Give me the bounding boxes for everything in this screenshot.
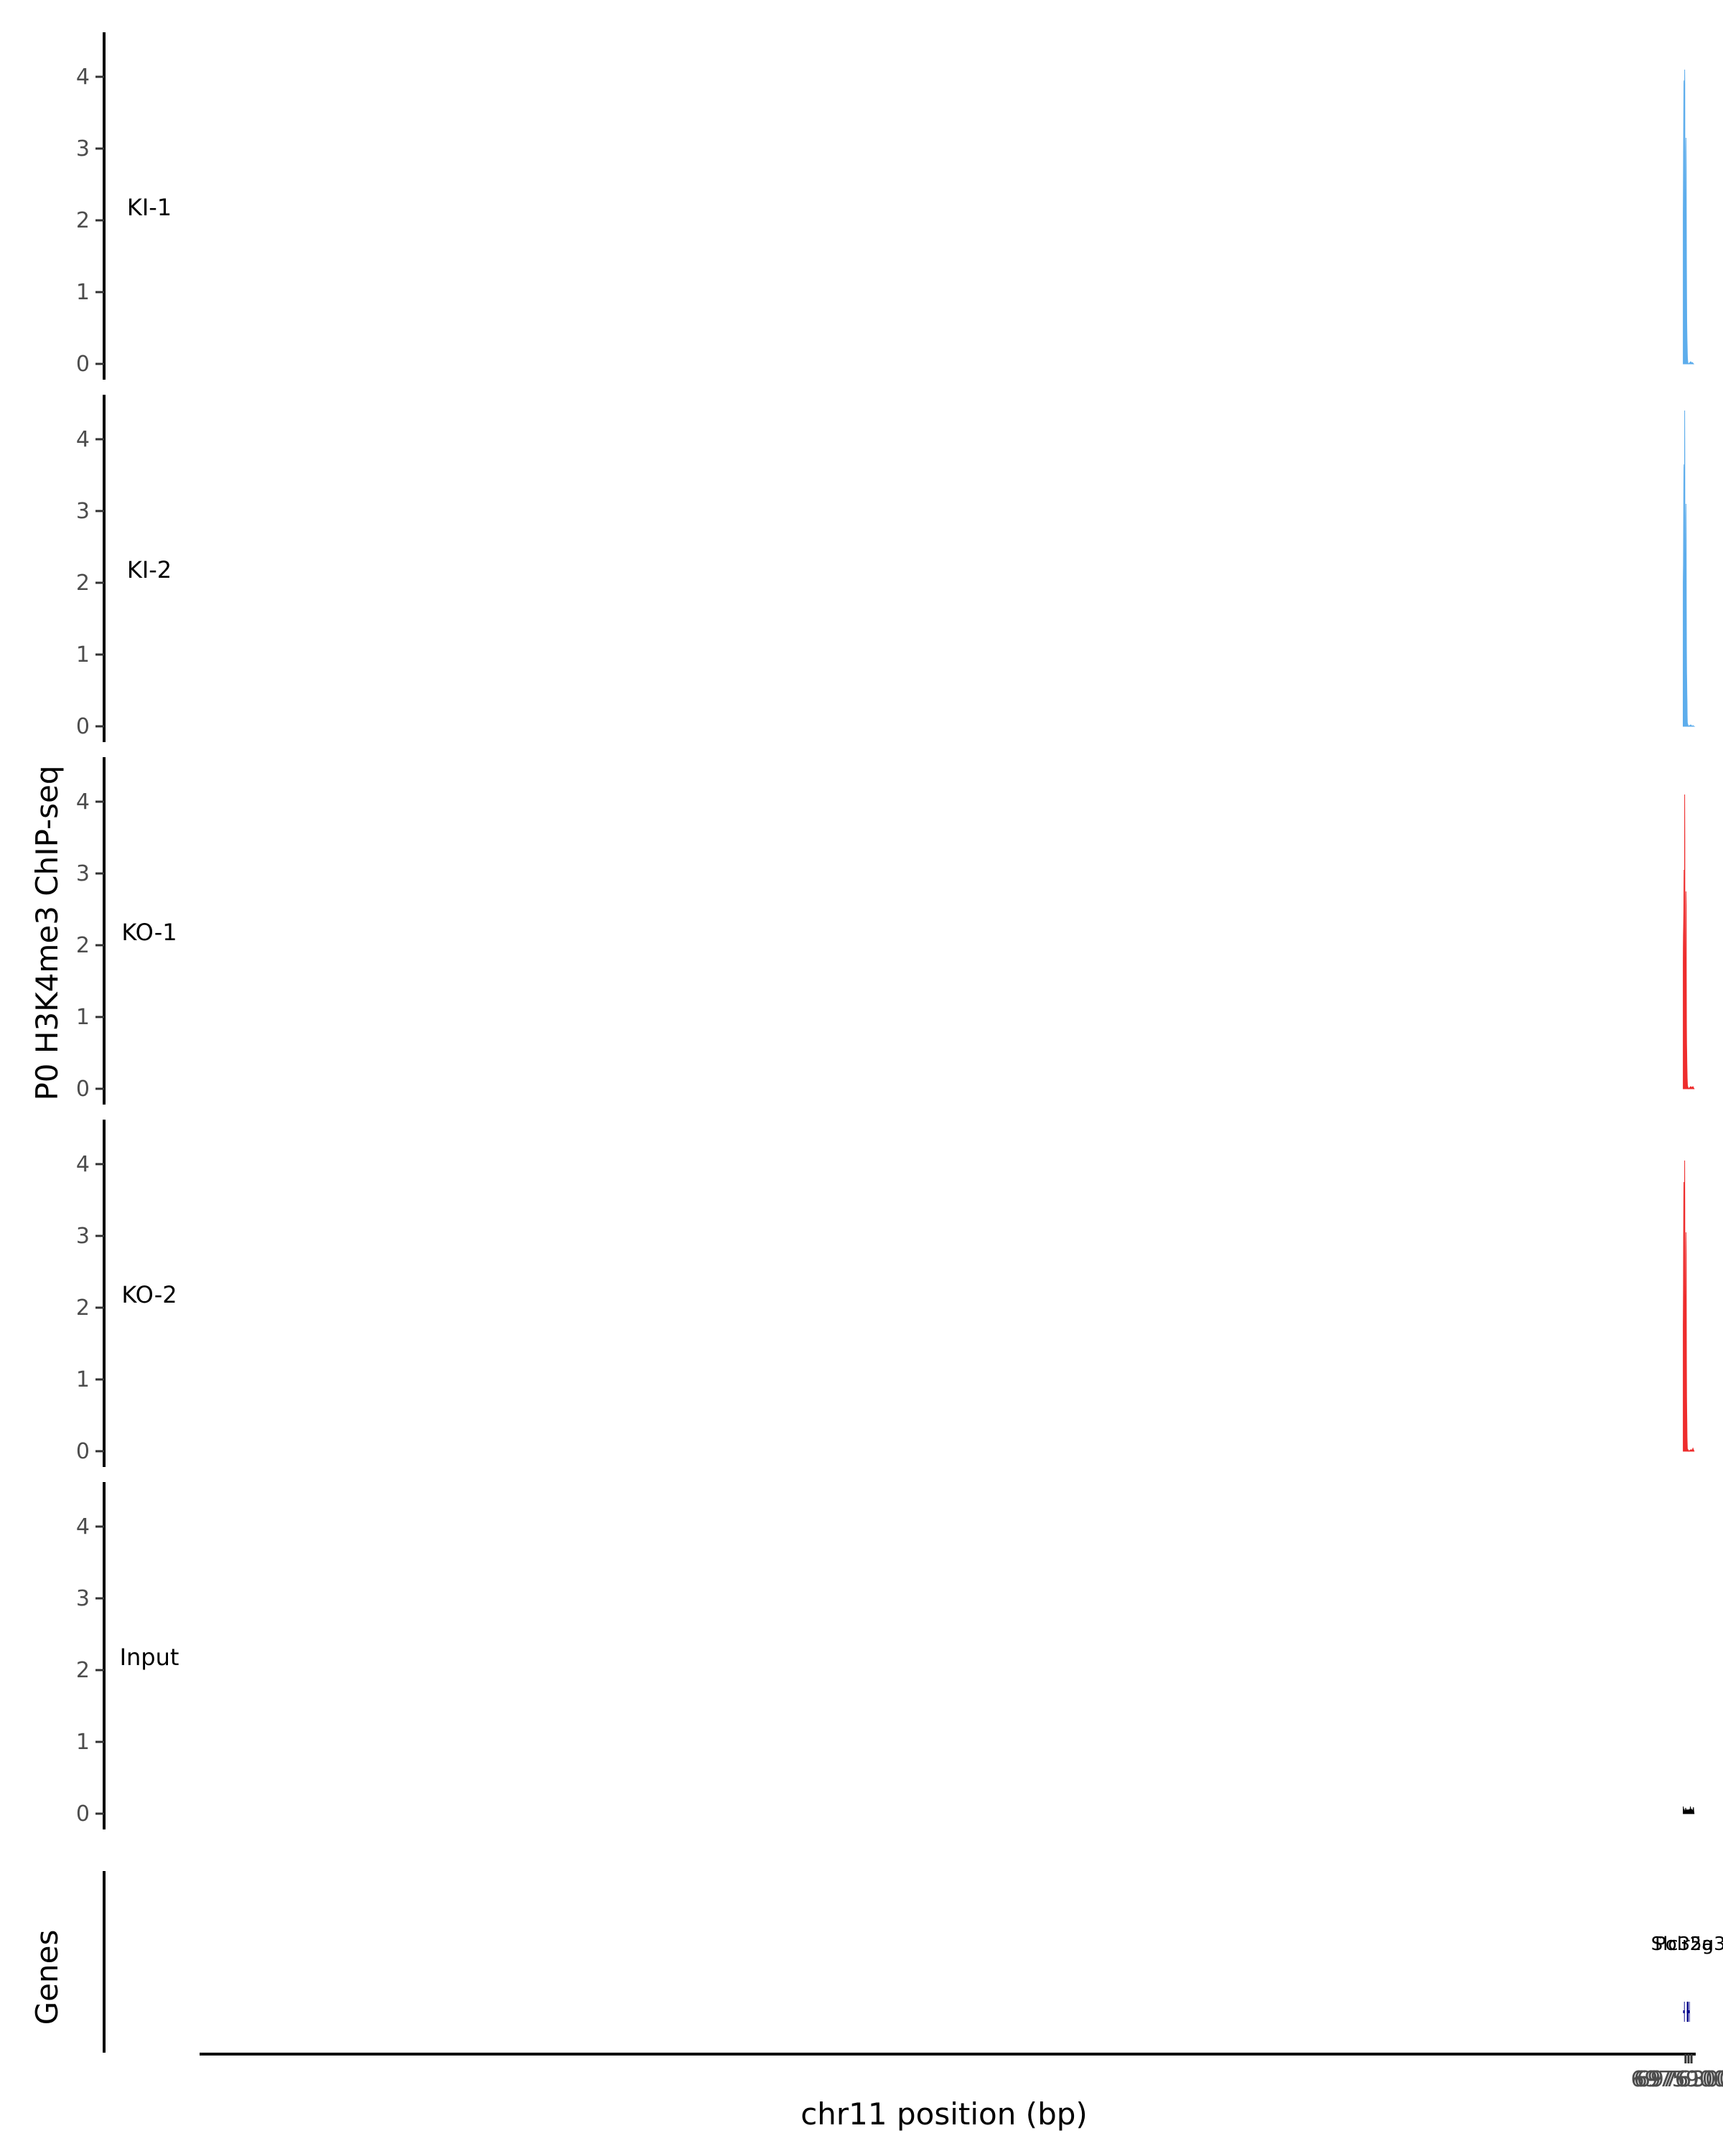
- gene-exon: [1689, 2002, 1690, 2022]
- gene-polr2a: Polr2a: [1655, 1934, 1713, 2022]
- y-tick-label: 1: [76, 1730, 90, 1755]
- track-ki-2: 0 1 2 3 4 KI-2: [76, 395, 1696, 742]
- y-tick-label: 0: [76, 1077, 90, 1102]
- y-tick-label: 3: [76, 1224, 90, 1249]
- track-label-ko-1: KO-1: [121, 919, 177, 946]
- y-tick-label: 3: [76, 499, 90, 524]
- y-tick-label: 1: [76, 1367, 90, 1392]
- gene-slc35g3: Slc35g3: [1651, 1934, 1723, 2022]
- gene-label-slc35g3: Slc35g3: [1651, 1934, 1723, 1955]
- y-tick-label: 0: [76, 1801, 90, 1827]
- gene-label-polr2a: Polr2a: [1655, 1934, 1713, 1955]
- signal-area-ki-1: [1683, 69, 1695, 365]
- track-ko-1: 0 1 2 3 4 KO-1: [76, 757, 1695, 1105]
- y-axis-title: P0 H3K4me3 ChIP-seq: [29, 765, 65, 1100]
- track-label-ki-1: KI-1: [127, 194, 172, 221]
- y-tick-label: 1: [76, 1005, 90, 1030]
- y-tick-label: 1: [76, 280, 90, 305]
- x-tick-label: 69763000: [1637, 2067, 1723, 2092]
- signal-area-ko-2: [1683, 1160, 1695, 1452]
- y-tick-label: 4: [76, 1152, 90, 1177]
- y-tick-label: 3: [76, 1586, 90, 1611]
- y-tick-label: 0: [76, 352, 90, 377]
- track-input: 0 1 2 3 4 Input: [76, 1482, 1695, 1829]
- track-label-input: Input: [120, 1644, 179, 1671]
- y-tick-label: 3: [76, 136, 90, 161]
- y-tick-label: 2: [76, 933, 90, 958]
- x-axis: 697590006976100069763000: [200, 2053, 1723, 2092]
- x-axis-title: chr11 position (bp): [800, 2096, 1088, 2132]
- y-tick-label: 4: [76, 1514, 90, 1539]
- y-tick-label: 2: [76, 571, 90, 596]
- signal-area-input: [1683, 1806, 1695, 1814]
- y-tick-label: 4: [76, 65, 90, 90]
- x-tick-label: 69759000: [1630, 2067, 1723, 2092]
- track-label-ki-2: KI-2: [127, 556, 172, 583]
- y-tick-label: 2: [76, 208, 90, 233]
- track-ko-2: 0 1 2 3 4 KO-2: [76, 1120, 1695, 1467]
- y-tick-label: 1: [76, 642, 90, 667]
- y-tick-label: 0: [76, 1439, 90, 1464]
- gene-exon: [1686, 2002, 1689, 2022]
- track-label-ko-2: KO-2: [121, 1281, 177, 1308]
- tracks-layer: 0 1 2 3 4 KI-1 0 1 2 3 4 KI-2 0 1 2 3 4 KO-1 0 1 2 3 4 KO-2 0 1 2 3…: [76, 32, 1696, 1829]
- y-tick-label: 4: [76, 789, 90, 815]
- y-tick-label: 2: [76, 1658, 90, 1683]
- gene-exon: [1684, 2002, 1685, 2022]
- y-tick-label: 0: [76, 714, 90, 739]
- y-tick-label: 2: [76, 1295, 90, 1321]
- genes-axis-title: Genes: [29, 1930, 65, 2025]
- y-tick-label: 3: [76, 861, 90, 886]
- signal-area-ko-1: [1683, 794, 1695, 1089]
- signal-area-ki-2: [1682, 410, 1696, 727]
- y-tick-label: 4: [76, 427, 90, 452]
- track-ki-1: 0 1 2 3 4 KI-1: [76, 32, 1695, 380]
- x-tick-label: 69761000: [1634, 2067, 1723, 2092]
